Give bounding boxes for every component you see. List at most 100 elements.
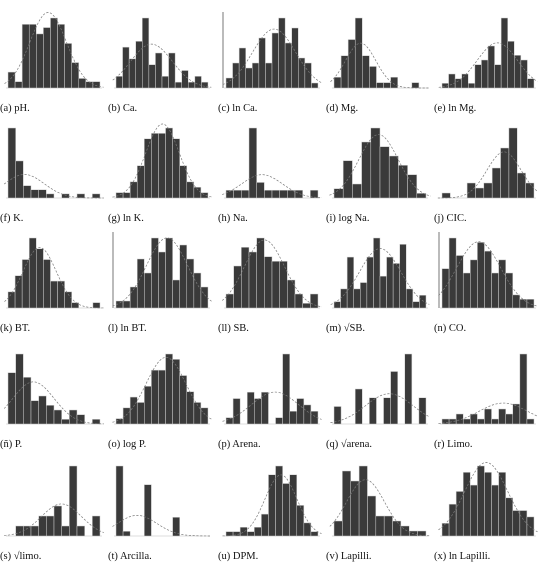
histogram-bar bbox=[61, 525, 70, 537]
histogram-bar bbox=[398, 165, 408, 199]
histogram-bar bbox=[505, 497, 514, 537]
histogram-bar bbox=[520, 59, 528, 89]
histogram-bar bbox=[392, 263, 400, 309]
histogram-bar bbox=[298, 57, 306, 89]
histogram-bar bbox=[417, 530, 427, 537]
histogram-bar bbox=[289, 474, 298, 537]
histogram-bar bbox=[462, 418, 471, 425]
histogram-bar bbox=[61, 419, 70, 425]
histogram-bar bbox=[333, 520, 343, 537]
histogram-bar bbox=[419, 295, 427, 309]
panel-caption: (n) CO. bbox=[434, 323, 467, 334]
histogram-bar bbox=[376, 82, 384, 89]
histogram-bar bbox=[21, 24, 30, 89]
histogram-bar bbox=[92, 302, 101, 309]
histogram-bar bbox=[179, 165, 188, 199]
histogram-bar bbox=[179, 375, 188, 425]
histogram-bar bbox=[71, 302, 80, 309]
histogram-bar bbox=[136, 165, 145, 199]
histogram-bar bbox=[85, 81, 94, 89]
histogram-bar bbox=[448, 73, 456, 89]
panel-caption: (u) DPM. bbox=[218, 551, 259, 562]
histogram-bar bbox=[78, 78, 87, 89]
histogram-plot bbox=[330, 353, 430, 425]
histogram-plot bbox=[221, 237, 322, 309]
histogram-bar bbox=[36, 33, 44, 89]
histogram-bar bbox=[361, 141, 372, 199]
histogram-bar bbox=[310, 531, 319, 537]
histogram-bar bbox=[241, 189, 250, 199]
histogram-bar bbox=[448, 418, 457, 425]
histogram-plot bbox=[4, 465, 104, 537]
histogram-bar bbox=[15, 525, 24, 537]
histogram-bar bbox=[491, 167, 501, 199]
histogram-bar bbox=[484, 250, 492, 309]
normal-curve bbox=[4, 12, 104, 88]
histogram-bar bbox=[404, 353, 413, 425]
histogram-plot bbox=[222, 465, 322, 537]
histogram-bar bbox=[50, 280, 58, 309]
histogram-bar bbox=[129, 396, 138, 425]
histogram-bar bbox=[386, 256, 394, 309]
panel-caption: (i) log Na. bbox=[326, 213, 370, 224]
histogram-bar bbox=[406, 288, 414, 309]
histogram-bar bbox=[53, 409, 62, 425]
histogram-bar bbox=[261, 391, 269, 425]
panel-caption: (l) ln BT. bbox=[108, 323, 147, 334]
histogram-bar bbox=[15, 353, 24, 425]
histogram-bar bbox=[487, 45, 495, 89]
histogram-bar bbox=[64, 43, 72, 89]
panel-caption: (v) Lapilli. bbox=[326, 551, 372, 562]
histogram-bar bbox=[151, 133, 159, 199]
histogram-plot bbox=[438, 232, 538, 309]
histogram-bar bbox=[46, 515, 55, 537]
histogram-bar bbox=[484, 472, 492, 537]
histogram-bar bbox=[161, 76, 169, 89]
histogram-bar bbox=[340, 288, 348, 309]
histogram-bar bbox=[57, 280, 65, 309]
histogram-bar bbox=[265, 62, 273, 89]
histogram-bar bbox=[23, 185, 32, 199]
histogram-panel-6: (f) K. bbox=[0, 118, 106, 228]
histogram-bar bbox=[379, 146, 390, 199]
histogram-panel-15: (n) CO. bbox=[434, 228, 539, 338]
normal-curve bbox=[330, 393, 430, 423]
histogram-bar bbox=[57, 24, 65, 89]
normal-curve bbox=[329, 134, 431, 197]
histogram-bar bbox=[238, 47, 246, 89]
normal-curve bbox=[438, 42, 538, 88]
panel-caption: (f) K. bbox=[0, 213, 24, 224]
normal-curve bbox=[3, 174, 104, 199]
histogram-bar bbox=[225, 77, 233, 89]
histogram-bar bbox=[64, 291, 72, 309]
histogram-bar bbox=[294, 189, 303, 199]
histogram-bar bbox=[43, 27, 51, 89]
normal-curve bbox=[438, 402, 538, 424]
histogram-bar bbox=[193, 402, 202, 425]
histogram-bar bbox=[76, 193, 85, 199]
histogram-bar bbox=[92, 81, 101, 89]
histogram-bar bbox=[373, 237, 381, 309]
histogram-bar bbox=[271, 261, 280, 309]
histogram-bar bbox=[30, 400, 39, 425]
histogram-bar bbox=[233, 189, 242, 199]
histogram-panel-25: (x) ln Lapilli. bbox=[434, 456, 539, 566]
histogram-bar bbox=[500, 147, 510, 199]
histogram-panel-1: (a) pH. bbox=[0, 8, 106, 118]
histogram-bar bbox=[360, 282, 368, 309]
histogram-bar bbox=[264, 256, 273, 309]
histogram-bar bbox=[129, 286, 138, 309]
histogram-plot bbox=[329, 465, 431, 537]
histogram-bar bbox=[69, 465, 78, 537]
histogram-bar bbox=[115, 192, 124, 199]
histogram-bar bbox=[448, 503, 457, 537]
histogram-bar bbox=[303, 404, 312, 425]
histogram-plot bbox=[222, 353, 322, 425]
histogram-bar bbox=[519, 299, 528, 309]
histogram-bar bbox=[239, 527, 248, 537]
histogram-bar bbox=[491, 272, 499, 309]
histogram-bar bbox=[172, 138, 180, 199]
histogram-bar bbox=[246, 391, 255, 425]
histogram-bar bbox=[304, 62, 312, 89]
histogram-bar bbox=[407, 174, 418, 199]
